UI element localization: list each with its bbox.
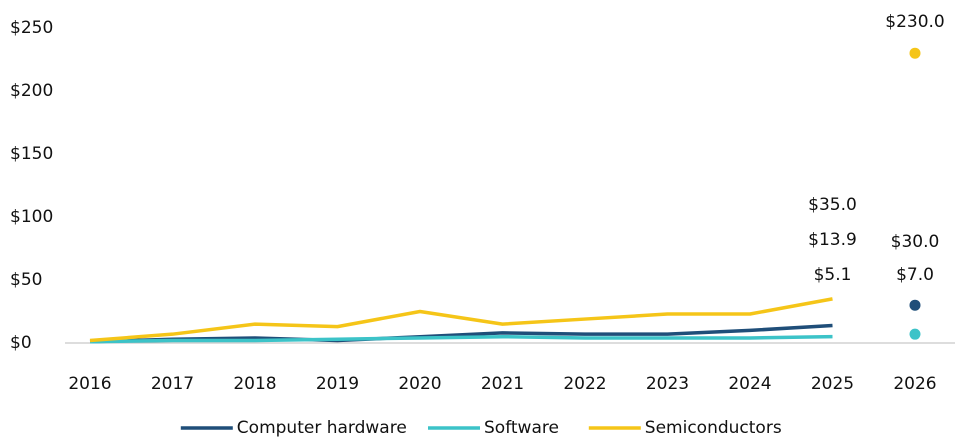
x-tick-label: 2022 bbox=[563, 374, 606, 394]
x-tick-label: 2017 bbox=[151, 374, 194, 394]
series-line bbox=[89, 334, 833, 344]
legend-label: Computer hardware bbox=[237, 418, 407, 438]
projection-dot bbox=[909, 47, 921, 59]
y-tick-label: $250 bbox=[10, 18, 53, 38]
projection-dot bbox=[909, 328, 921, 340]
series-line bbox=[89, 297, 833, 343]
x-tick-label: 2018 bbox=[233, 374, 276, 394]
legend-label: Semiconductors bbox=[645, 418, 782, 438]
x-tick-label: 2020 bbox=[398, 374, 441, 394]
y-tick-label: $0 bbox=[10, 333, 32, 353]
data-label: $30.0 bbox=[891, 232, 940, 252]
data-label: $5.1 bbox=[814, 265, 852, 285]
x-tick-label: 2019 bbox=[316, 374, 359, 394]
series-line bbox=[89, 323, 833, 344]
data-label: $13.9 bbox=[808, 230, 857, 250]
x-tick-label: 2025 bbox=[811, 374, 854, 394]
y-tick-label: $200 bbox=[10, 81, 53, 101]
data-label: $35.0 bbox=[808, 195, 857, 215]
y-tick-label: $100 bbox=[10, 207, 53, 227]
projection-dot bbox=[909, 299, 921, 311]
x-tick-label: 2023 bbox=[646, 374, 689, 394]
legend-label: Software bbox=[484, 418, 559, 438]
x-tick-label: 2026 bbox=[893, 374, 936, 394]
x-tick-label: 2016 bbox=[68, 374, 111, 394]
x-tick-label: 2024 bbox=[728, 374, 771, 394]
data-label: $230.0 bbox=[885, 12, 944, 32]
y-tick-label: $150 bbox=[10, 144, 53, 164]
data-label: $7.0 bbox=[896, 265, 934, 285]
x-tick-label: 2021 bbox=[481, 374, 524, 394]
y-tick-label: $50 bbox=[10, 270, 42, 290]
